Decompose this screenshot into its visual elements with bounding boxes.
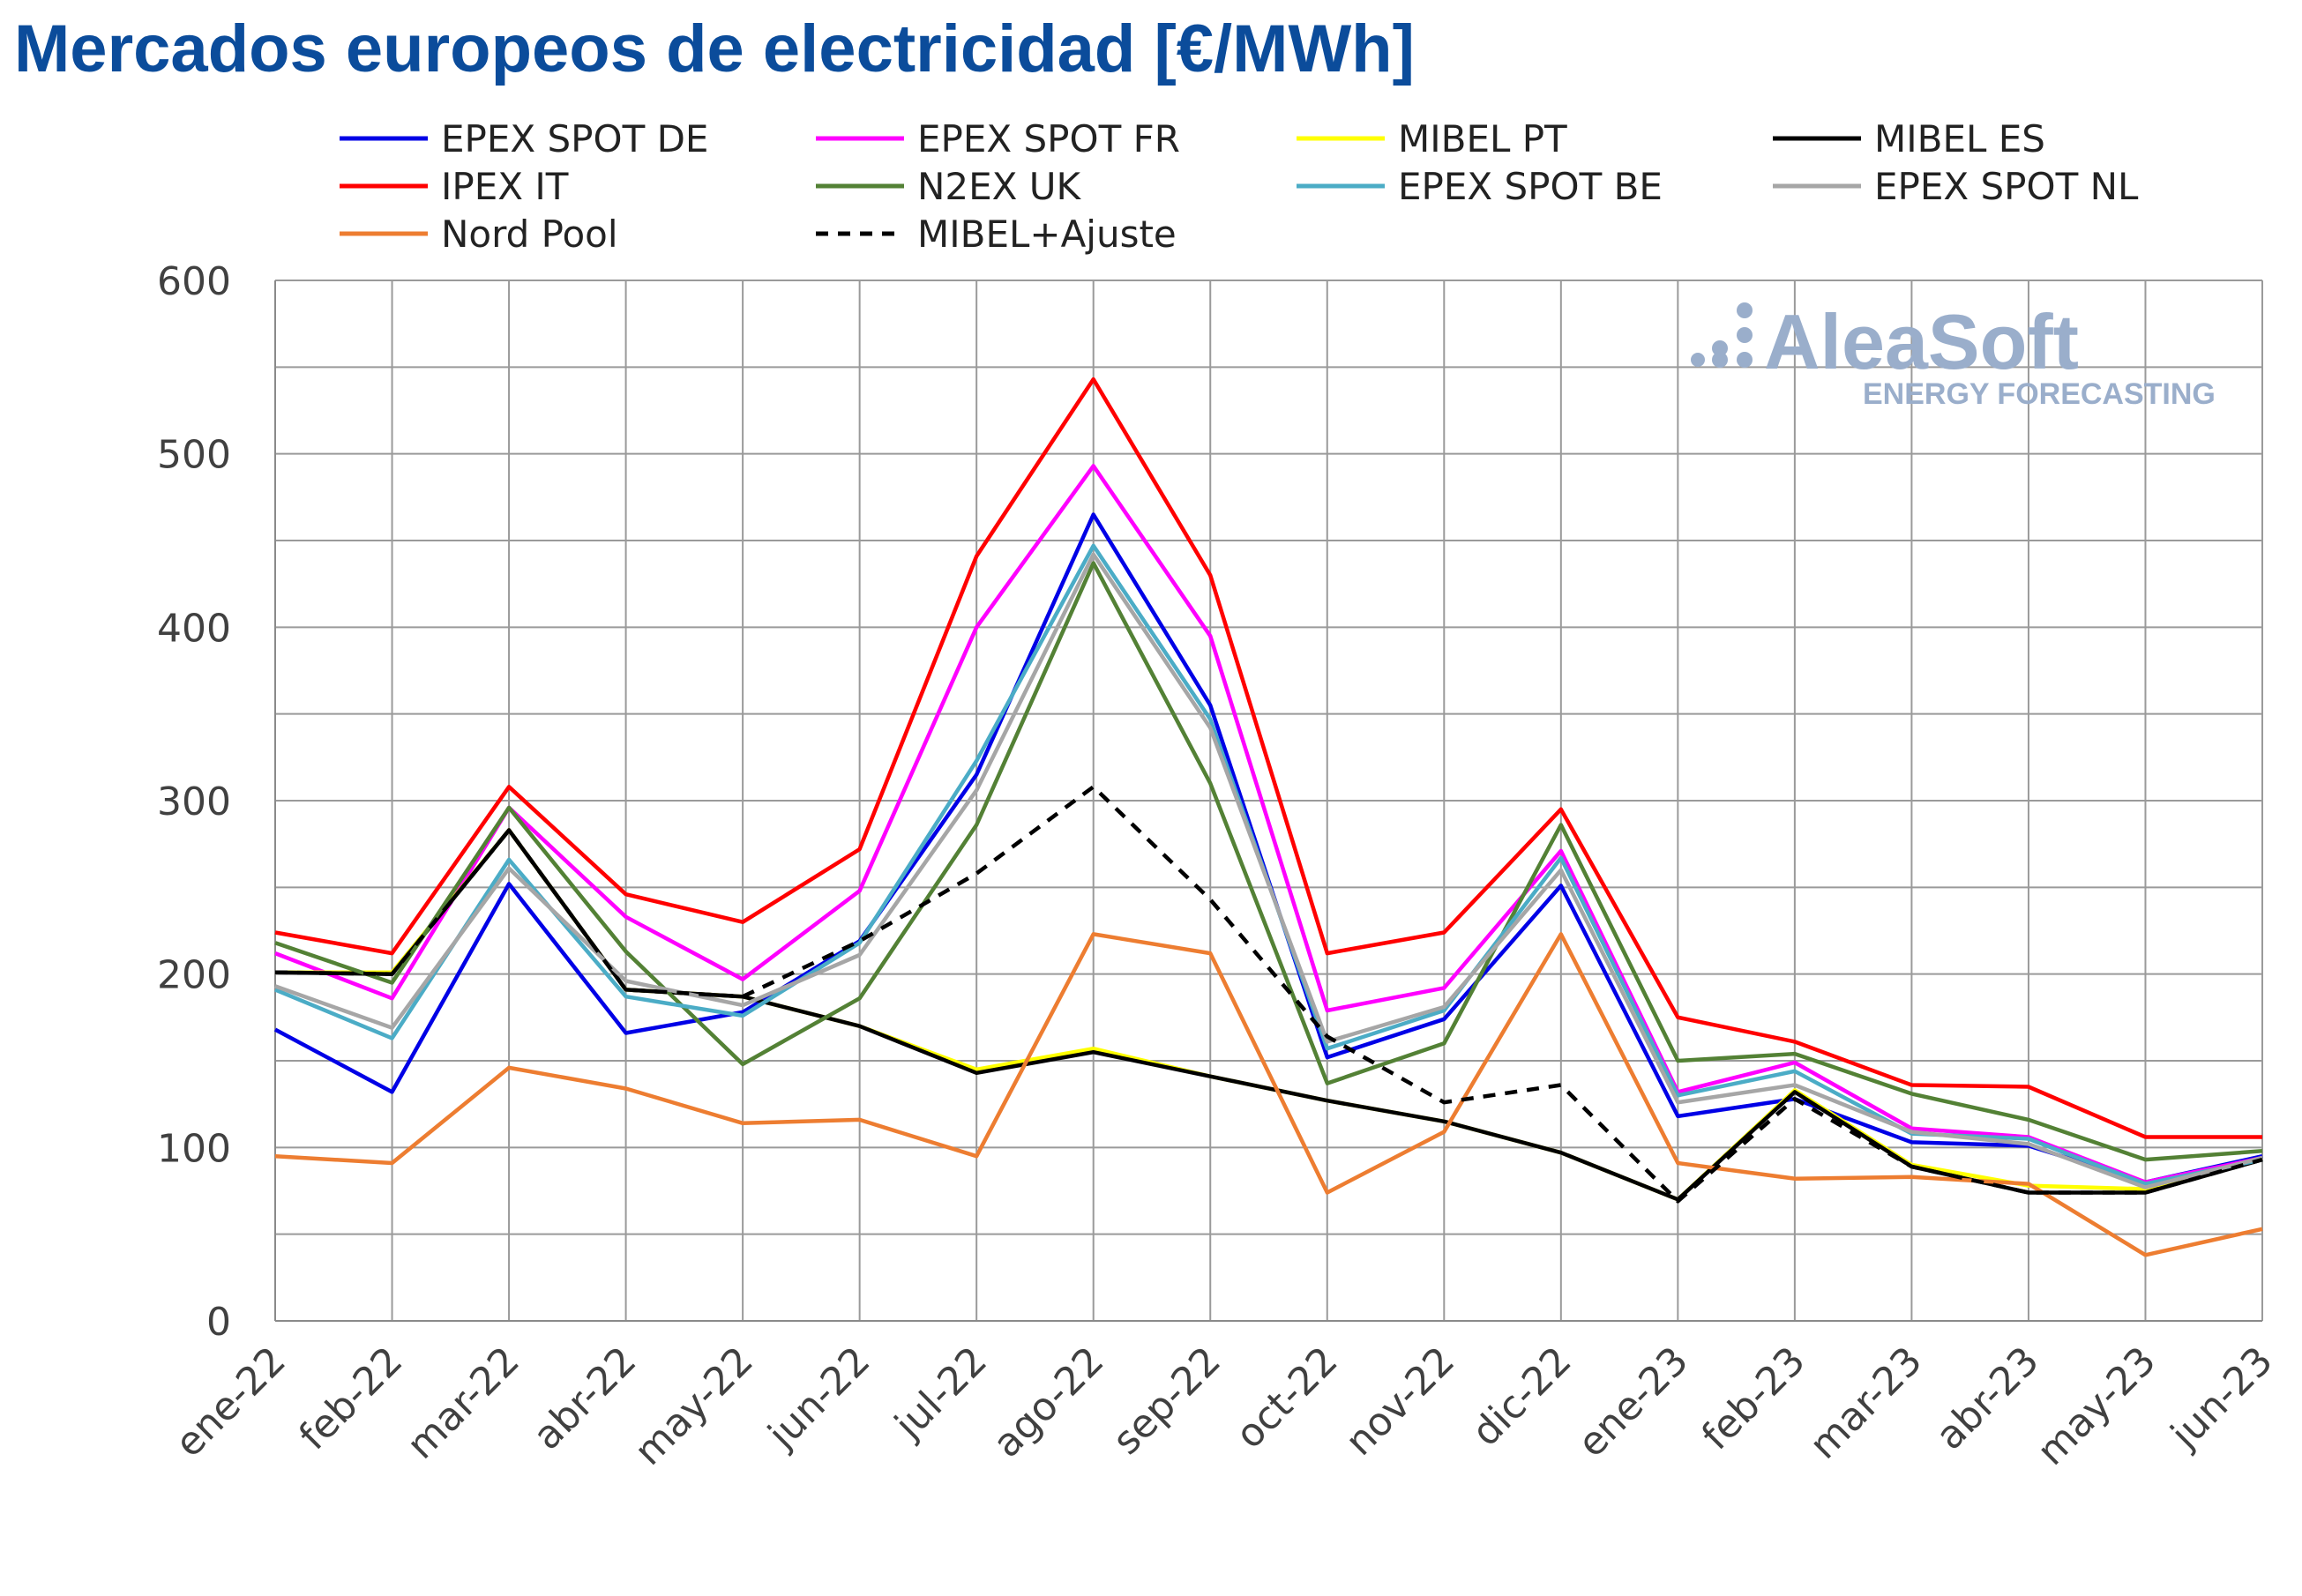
x-tick-label: mar-22: [399, 1339, 528, 1468]
y-tick-label: 600: [157, 259, 231, 304]
x-tick-label: oct-22: [1227, 1339, 1346, 1458]
x-tick-label: feb-22: [291, 1339, 412, 1459]
y-tick-label: 200: [157, 953, 231, 998]
legend-label: EPEX SPOT BE: [1398, 165, 1663, 208]
series-line: [274, 785, 2263, 1204]
dots-icon: [1691, 302, 1753, 368]
series-line: [274, 377, 2262, 1139]
axis-labels: 0100200300400500600ene-22feb-22mar-22abr…: [157, 259, 2282, 1474]
y-tick-label: 400: [157, 606, 231, 651]
legend-label: MIBEL ES: [1874, 117, 2045, 160]
x-tick-label: mar-23: [1801, 1339, 1931, 1468]
x-tick-label: sep-22: [1104, 1339, 1229, 1464]
aleasoft-logo: AleaSoft ENERGY FORECASTING: [1691, 298, 2216, 411]
legend-label: Nord Pool: [441, 213, 618, 256]
x-tick-label: feb-23: [1693, 1339, 1814, 1459]
chart-series: [273, 377, 2263, 1257]
series-line: [274, 561, 2263, 1162]
chart-grid: [274, 280, 2263, 1322]
x-tick-label: ene-22: [167, 1339, 295, 1466]
x-tick-label: ene-23: [1569, 1339, 1697, 1466]
series-line: [274, 552, 2263, 1190]
legend-label: N2EX UK: [917, 165, 1082, 208]
y-tick-label: 300: [157, 779, 231, 824]
y-tick-label: 100: [157, 1126, 231, 1171]
x-tick-label: jun-23: [2162, 1339, 2282, 1458]
x-tick-label: may-23: [2029, 1339, 2164, 1474]
chart-title: Mercados europeos de electricidad [€/MWh…: [14, 11, 1415, 86]
legend-label: EPEX SPOT DE: [441, 117, 708, 160]
legend-label: MIBEL+Ajuste: [917, 213, 1177, 256]
legend-label: EPEX SPOT FR: [917, 117, 1180, 160]
series-line: [274, 464, 2263, 1184]
watermark-tagline: ENERGY FORECASTING: [1863, 377, 2216, 411]
legend-label: EPEX SPOT NL: [1874, 165, 2139, 208]
watermark-brand: AleaSoft: [1764, 298, 2079, 385]
y-tick-label: 500: [157, 433, 231, 478]
x-tick-label: dic-22: [1463, 1339, 1580, 1455]
legend-label: IPEX IT: [441, 165, 569, 208]
legend-label: MIBEL PT: [1398, 117, 1567, 160]
x-tick-label: may-22: [626, 1339, 762, 1474]
x-tick-label: jun-22: [759, 1339, 879, 1458]
x-tick-label: ago-22: [984, 1339, 1112, 1466]
series-line: [274, 932, 2263, 1257]
chart-legend: EPEX SPOT DE EPEX SPOT FR MIBEL PT MIBEL ES…: [340, 117, 2139, 256]
x-tick-label: nov-22: [1337, 1339, 1463, 1465]
y-tick-label: 0: [206, 1300, 231, 1345]
x-tick-label: jul-22: [886, 1339, 996, 1449]
